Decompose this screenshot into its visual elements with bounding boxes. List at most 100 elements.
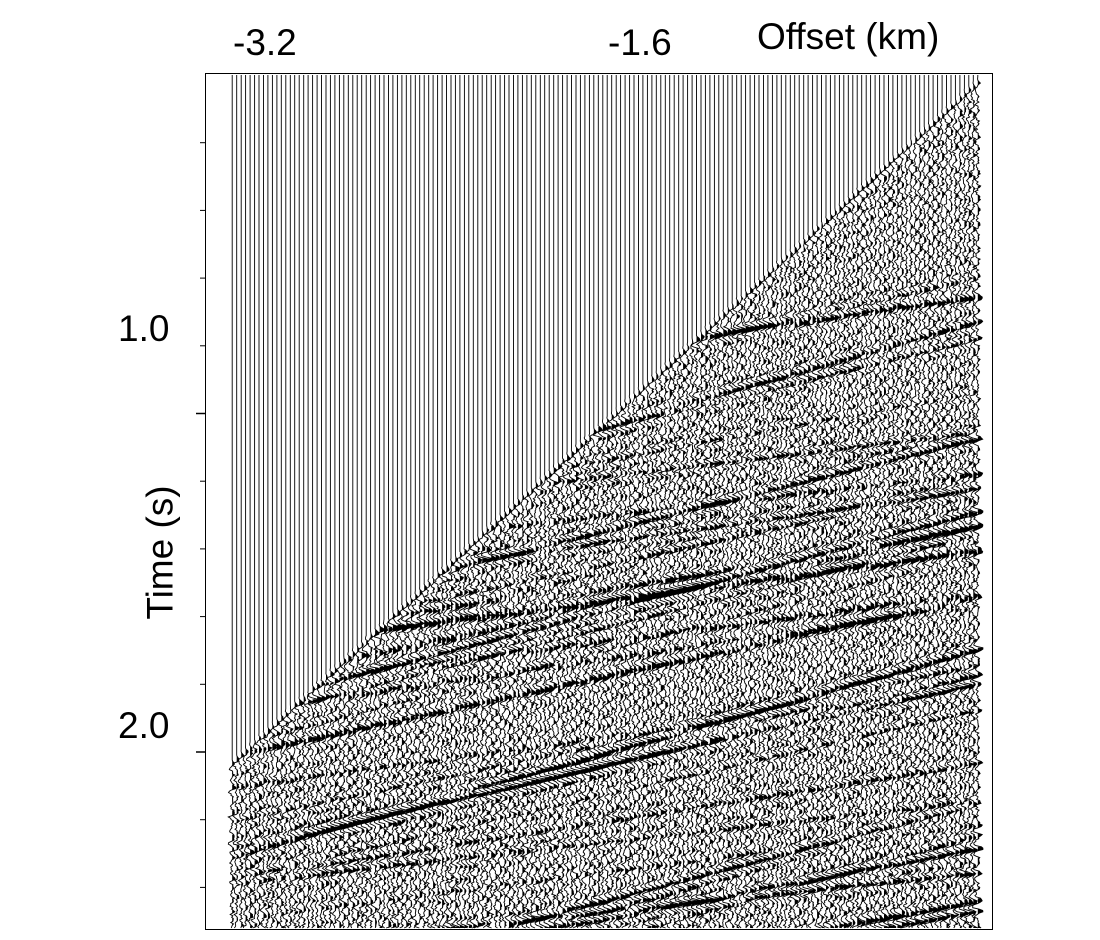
seismic-trace [338, 75, 350, 929]
seismic-trace [695, 75, 707, 929]
seismic-trace [877, 75, 890, 929]
seismic-trace [404, 75, 417, 929]
seismic-trace [954, 75, 966, 929]
seismic-trace [534, 75, 547, 929]
seismic-trace [574, 75, 587, 929]
seismic-trace [551, 75, 565, 928]
seismic-trace [788, 75, 801, 929]
seismic-trace [463, 75, 475, 929]
seismic-trace [628, 75, 641, 929]
seismic-trace [569, 75, 582, 929]
seismic-trace [369, 75, 381, 929]
seismic-trace [267, 75, 278, 929]
seismic-trace [396, 75, 409, 929]
seismic-trace [837, 75, 850, 929]
seismic-trace [315, 75, 328, 929]
seismic-trace [386, 75, 400, 929]
seismic-trace [757, 75, 770, 929]
seismic-trace [427, 75, 440, 929]
seismic-trace [681, 75, 694, 929]
seismic-trace [846, 75, 859, 929]
seismic-trace [364, 75, 377, 929]
seismic-trace [436, 75, 448, 929]
seismic-trace [476, 75, 489, 929]
seismic-trace [762, 75, 774, 929]
seismic-trace [592, 75, 605, 929]
seismic-trace [458, 75, 471, 929]
seismic-trace [333, 75, 346, 929]
seismic-trace [347, 75, 359, 929]
seismic-trace [579, 75, 591, 929]
seismic-trace [869, 75, 882, 929]
seismic-trace [485, 75, 497, 929]
seismic-trace [244, 75, 255, 929]
seismic-trace [668, 75, 681, 929]
seismic-trace [258, 75, 268, 929]
seismic-trace [659, 75, 671, 929]
seismic-trace [771, 75, 784, 929]
seismic-trace [663, 75, 676, 929]
seismic-trace [699, 75, 712, 929]
seismic-trace [815, 75, 828, 929]
seismic-trace [310, 75, 323, 929]
seismic-trace [293, 75, 305, 929]
seismic-trace [356, 75, 368, 929]
seismic-trace [227, 75, 237, 929]
seismic-trace [324, 75, 337, 929]
seismic-trace [623, 75, 636, 929]
seismic-trace [281, 75, 291, 929]
seismic-trace [254, 75, 265, 929]
seismic-trace [874, 75, 886, 929]
seismic-trace [231, 75, 241, 929]
seismic-trace [797, 75, 810, 929]
seismic-trace [306, 75, 319, 929]
seismic-trace [913, 75, 926, 929]
seismic-trace [927, 75, 940, 929]
seismic-trace [480, 75, 493, 929]
seismic-trace [655, 75, 667, 929]
seismic-trace [619, 75, 631, 929]
seismic-trace [583, 75, 596, 929]
seismic-trace [432, 75, 444, 929]
seismic-trace [521, 75, 533, 929]
seismic-trace [735, 75, 748, 929]
seismic-trace [650, 75, 663, 929]
seismic-trace [271, 75, 283, 929]
seismic-trace [766, 75, 779, 929]
seismic-trace [302, 75, 315, 929]
seismic-trace [503, 75, 515, 929]
seismic-trace [909, 75, 922, 929]
seismic-trace [860, 75, 873, 929]
plot-frame [205, 73, 993, 930]
seismic-trace [565, 75, 578, 929]
seismic-trace [262, 75, 273, 929]
x-tick-label: -1.6 [608, 22, 672, 63]
seismic-trace [423, 75, 435, 929]
y-ticks [196, 142, 205, 888]
seismic-trace [507, 75, 520, 929]
seismic-trace [511, 75, 524, 929]
seismic-trace [922, 75, 935, 929]
seismic-trace [779, 75, 792, 929]
seismic-trace [905, 75, 918, 929]
seismic-trace [931, 75, 944, 929]
seismic-trace [382, 75, 395, 929]
seismic-trace [676, 75, 690, 929]
seismic-trace [494, 75, 507, 929]
seismic-trace [967, 75, 980, 929]
seismic-trace [793, 75, 806, 929]
seismic-trace [538, 75, 551, 929]
seismic-trace [739, 75, 752, 929]
seismic-trace [378, 75, 390, 929]
y-tick-label: 1.0 [118, 308, 170, 349]
seismic-trace [690, 75, 703, 929]
seismic-trace [806, 75, 819, 929]
seismic-trace [824, 75, 837, 929]
seismic-trace [440, 75, 453, 929]
y-tick-label: 2.0 [118, 705, 170, 746]
seismic-trace [882, 75, 895, 929]
seismic-trace [864, 75, 877, 929]
seismic-trace [900, 75, 913, 929]
